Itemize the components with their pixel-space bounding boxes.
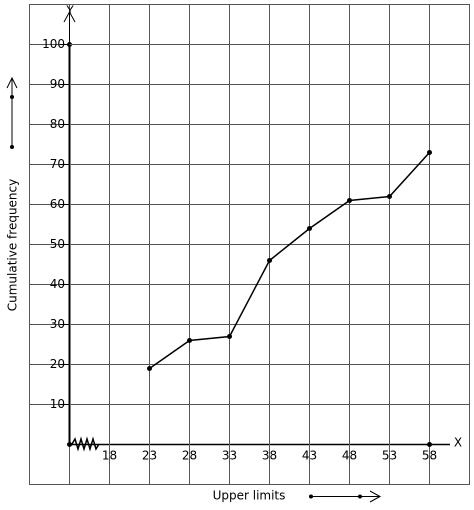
line [149, 151, 431, 370]
point [147, 366, 152, 371]
decor-dots [10, 95, 362, 499]
point [267, 258, 272, 263]
point [387, 194, 392, 199]
point [347, 198, 352, 203]
origin-dot [67, 442, 72, 447]
y-tick-label: 90 [50, 77, 65, 91]
y-tick-label: 10 [50, 397, 65, 411]
point [427, 150, 432, 155]
x-tick-label: 18 [102, 449, 117, 463]
x-tick-label: 28 [182, 449, 197, 463]
x-axis-label: Upper limits [213, 489, 286, 503]
x-tick-label: 23 [142, 449, 157, 463]
y-tick-label: 20 [50, 357, 65, 371]
y-tick-label: 50 [50, 237, 65, 251]
y-tick-label: 60 [50, 197, 65, 211]
x-tick-label: 33 [222, 449, 237, 463]
y-tick-label: 80 [50, 117, 65, 131]
x-tick-label: 58 [422, 449, 437, 463]
y-axis-label: Cumulative frequency [6, 179, 20, 312]
axis-break [71, 436, 100, 452]
y-axis-name: Y [65, 4, 74, 18]
y-tick-label: 40 [50, 277, 65, 291]
x-tick-label: 43 [302, 449, 317, 463]
x-tick-label: 48 [342, 449, 357, 463]
axis-dot [427, 442, 432, 447]
y-tick-label: 100 [42, 37, 65, 51]
y-tick-label: 70 [50, 157, 65, 171]
point [307, 226, 312, 231]
x-axis-name: X [454, 436, 462, 450]
x-tick-label: 38 [262, 449, 277, 463]
x-tick-label: 53 [382, 449, 397, 463]
point [227, 334, 232, 339]
decor-arrow [6, 76, 382, 503]
point [187, 338, 192, 343]
y-tick-label: 30 [50, 317, 65, 331]
